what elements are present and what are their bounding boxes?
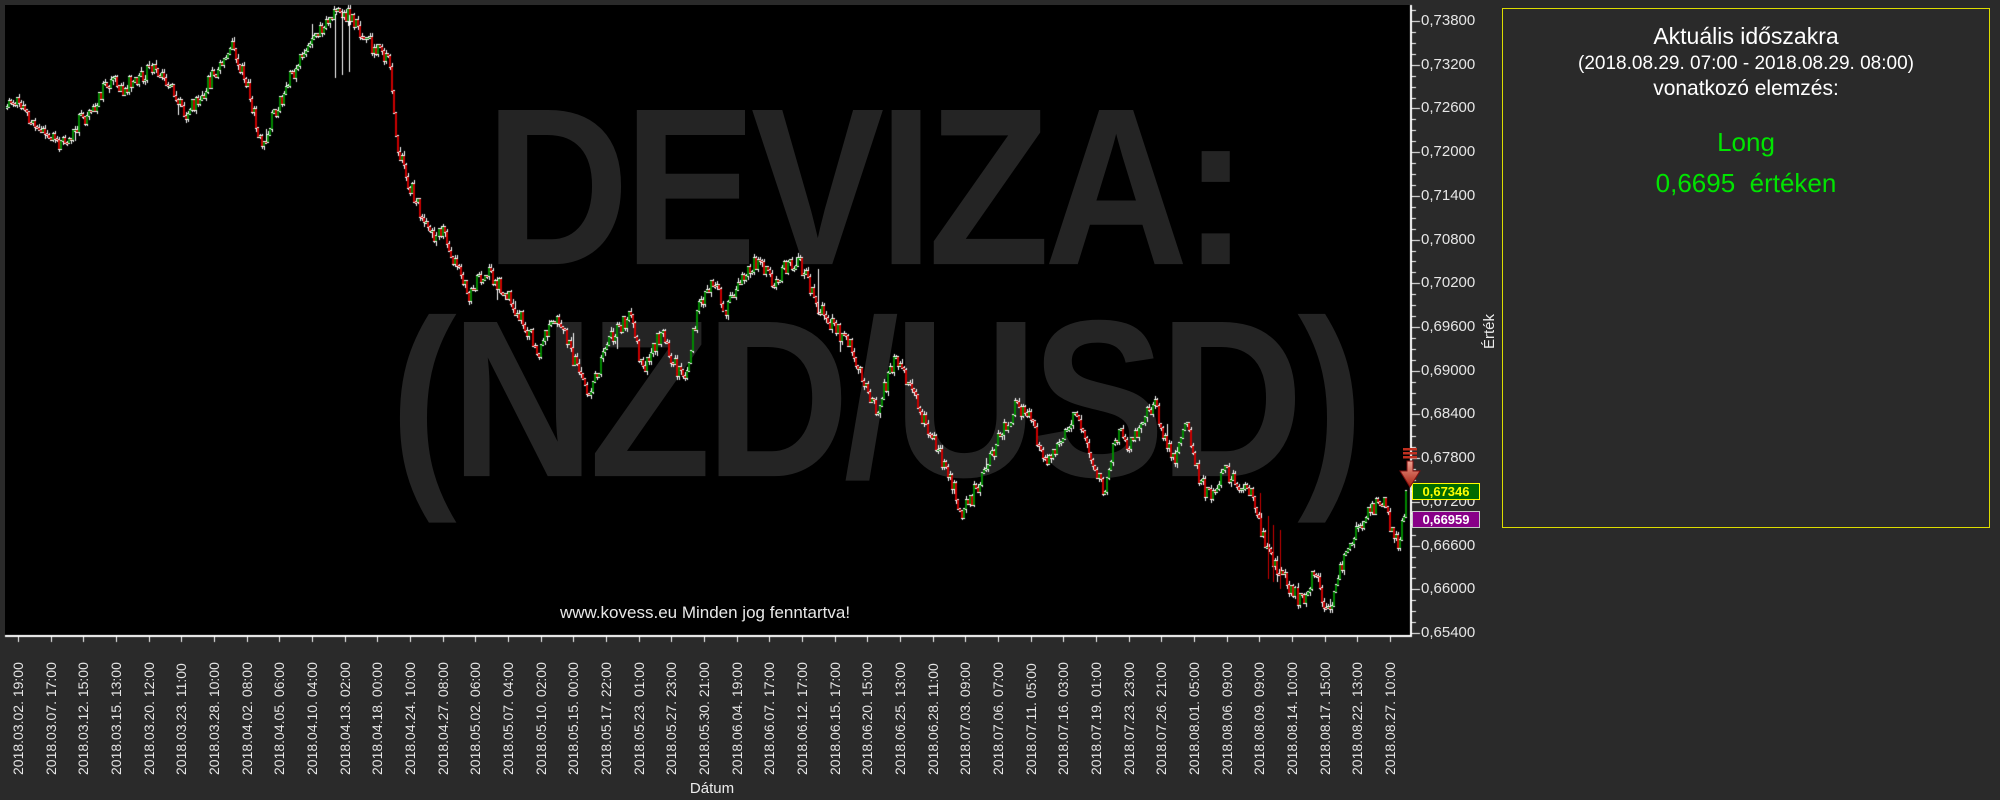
x-tick-label: 2018.05.15. 00:00 [565, 662, 582, 775]
x-tick-label: 2018.04.13. 02:00 [336, 662, 353, 775]
x-tick-label: 2018.07.03. 09:00 [957, 662, 974, 775]
y-tick-label: 0,69600 [1421, 318, 1476, 336]
x-tick-label: 2018.05.30. 21:00 [696, 662, 713, 775]
x-tick-label: 2018.03.15. 13:00 [108, 662, 124, 775]
x-tick-label: 2018.05.07. 04:00 [500, 662, 517, 775]
signal-price-marker: 0,66959 [1412, 511, 1480, 529]
x-tick-label: 2018.04.10. 04:00 [304, 662, 321, 775]
x-tick-label: 2018.06.20. 15:00 [859, 662, 876, 775]
x-tick-label: 2018.06.12. 17:00 [794, 662, 811, 775]
x-tick-label: 2018.03.23. 11:00 [173, 663, 190, 775]
y-tick-label: 0,65400 [1421, 624, 1476, 642]
x-tick-label: 2018.03.12. 15:00 [75, 662, 92, 775]
x-tick-label: 2018.03.02. 19:00 [10, 662, 26, 775]
signal-direction: Long [1717, 127, 1775, 157]
x-tick-label: 2018.07.06. 07:00 [990, 662, 1007, 775]
x-tick-label: 2018.06.28. 11:00 [924, 663, 941, 775]
y-tick-label: 0,72000 [1421, 143, 1476, 161]
x-tick-label: 2018.05.10. 02:00 [532, 662, 549, 775]
x-tick-label: 2018.03.07. 17:00 [42, 662, 59, 775]
x-tick-label: 2018.07.23. 23:00 [1120, 662, 1137, 775]
x-tick-label: 2018.03.20. 12:00 [140, 662, 157, 775]
x-tick-label: 2018.06.07. 17:00 [761, 662, 778, 775]
x-tick-label: 2018.08.09. 09:00 [1251, 662, 1268, 775]
x-tick-label: 2018.08.22. 13:00 [1349, 662, 1366, 775]
y-tick-label: 0,67800 [1421, 449, 1476, 467]
x-tick-label: 2018.04.18. 00:00 [369, 662, 386, 775]
panel-period: (2018.08.29. 07:00 - 2018.08.29. 08:00) [1578, 53, 1914, 74]
y-tick-label: 0,72600 [1421, 99, 1476, 117]
signal-price: 0,6695 értéken [1655, 168, 1837, 198]
x-tick-label: 2018.08.14. 10:00 [1284, 662, 1301, 775]
x-tick-label: 2018.05.23. 01:00 [630, 662, 647, 775]
x-tick-label: 2018.05.17. 22:00 [598, 662, 615, 775]
x-tick-label: 2018.06.25. 13:00 [892, 662, 909, 775]
x-tick-label: 2018.04.02. 08:00 [238, 662, 255, 775]
y-tick-label: 0,66000 [1421, 580, 1476, 598]
signal-down-arrow-icon [1398, 447, 1424, 494]
x-tick-label: 2018.05.27. 23:00 [663, 662, 680, 775]
x-tick-label: 2018.07.11. 05:00 [1022, 663, 1039, 775]
current-price-marker: 0,67346 [1412, 483, 1480, 501]
panel-title: Aktuális időszakra [1653, 23, 1839, 49]
x-tick-label: 2018.04.05. 06:00 [271, 662, 288, 775]
x-tick-label: 2018.08.01. 05:00 [1186, 662, 1203, 775]
y-tick-label: 0,69000 [1421, 361, 1476, 379]
x-tick-label: 2018.06.15. 17:00 [826, 662, 843, 775]
y-tick-label: 0,66600 [1421, 536, 1476, 554]
x-tick-label: 2018.03.28. 10:00 [206, 662, 223, 775]
x-tick-label: 2018.07.19. 01:00 [1088, 662, 1105, 775]
y-tick-label: 0,73200 [1421, 55, 1476, 73]
x-tick-label: 2018.08.06. 09:00 [1218, 662, 1235, 775]
y-tick-label: 0,73800 [1421, 12, 1476, 30]
y-tick-label: 0,70800 [1421, 230, 1476, 248]
x-tick-label: 2018.04.24. 10:00 [402, 662, 419, 775]
x-tick-label: 2018.08.27. 10:00 [1382, 662, 1399, 775]
panel-subtitle: vonatkozó elemzés: [1653, 77, 1839, 100]
x-tick-label: 2018.07.16. 03:00 [1055, 662, 1072, 775]
x-tick-label: 2018.06.04. 19:00 [728, 662, 745, 775]
x-tick-label: 2018.04.27. 08:00 [434, 662, 451, 775]
x-tick-label: 2018.05.02. 06:00 [467, 662, 484, 775]
x-axis-title: Dátum [689, 780, 735, 797]
x-tick-label: 2018.08.17. 15:00 [1316, 662, 1333, 775]
x-tick-label: 2018.07.26. 21:00 [1153, 662, 1170, 775]
y-axis-title: Érték [1481, 313, 1498, 349]
analysis-panel: Aktuális időszakra (2018.08.29. 07:00 - … [1502, 8, 1990, 528]
y-tick-label: 0,70200 [1421, 274, 1476, 292]
y-tick-label: 0,68400 [1421, 405, 1476, 423]
y-tick-label: 0,71400 [1421, 186, 1476, 204]
